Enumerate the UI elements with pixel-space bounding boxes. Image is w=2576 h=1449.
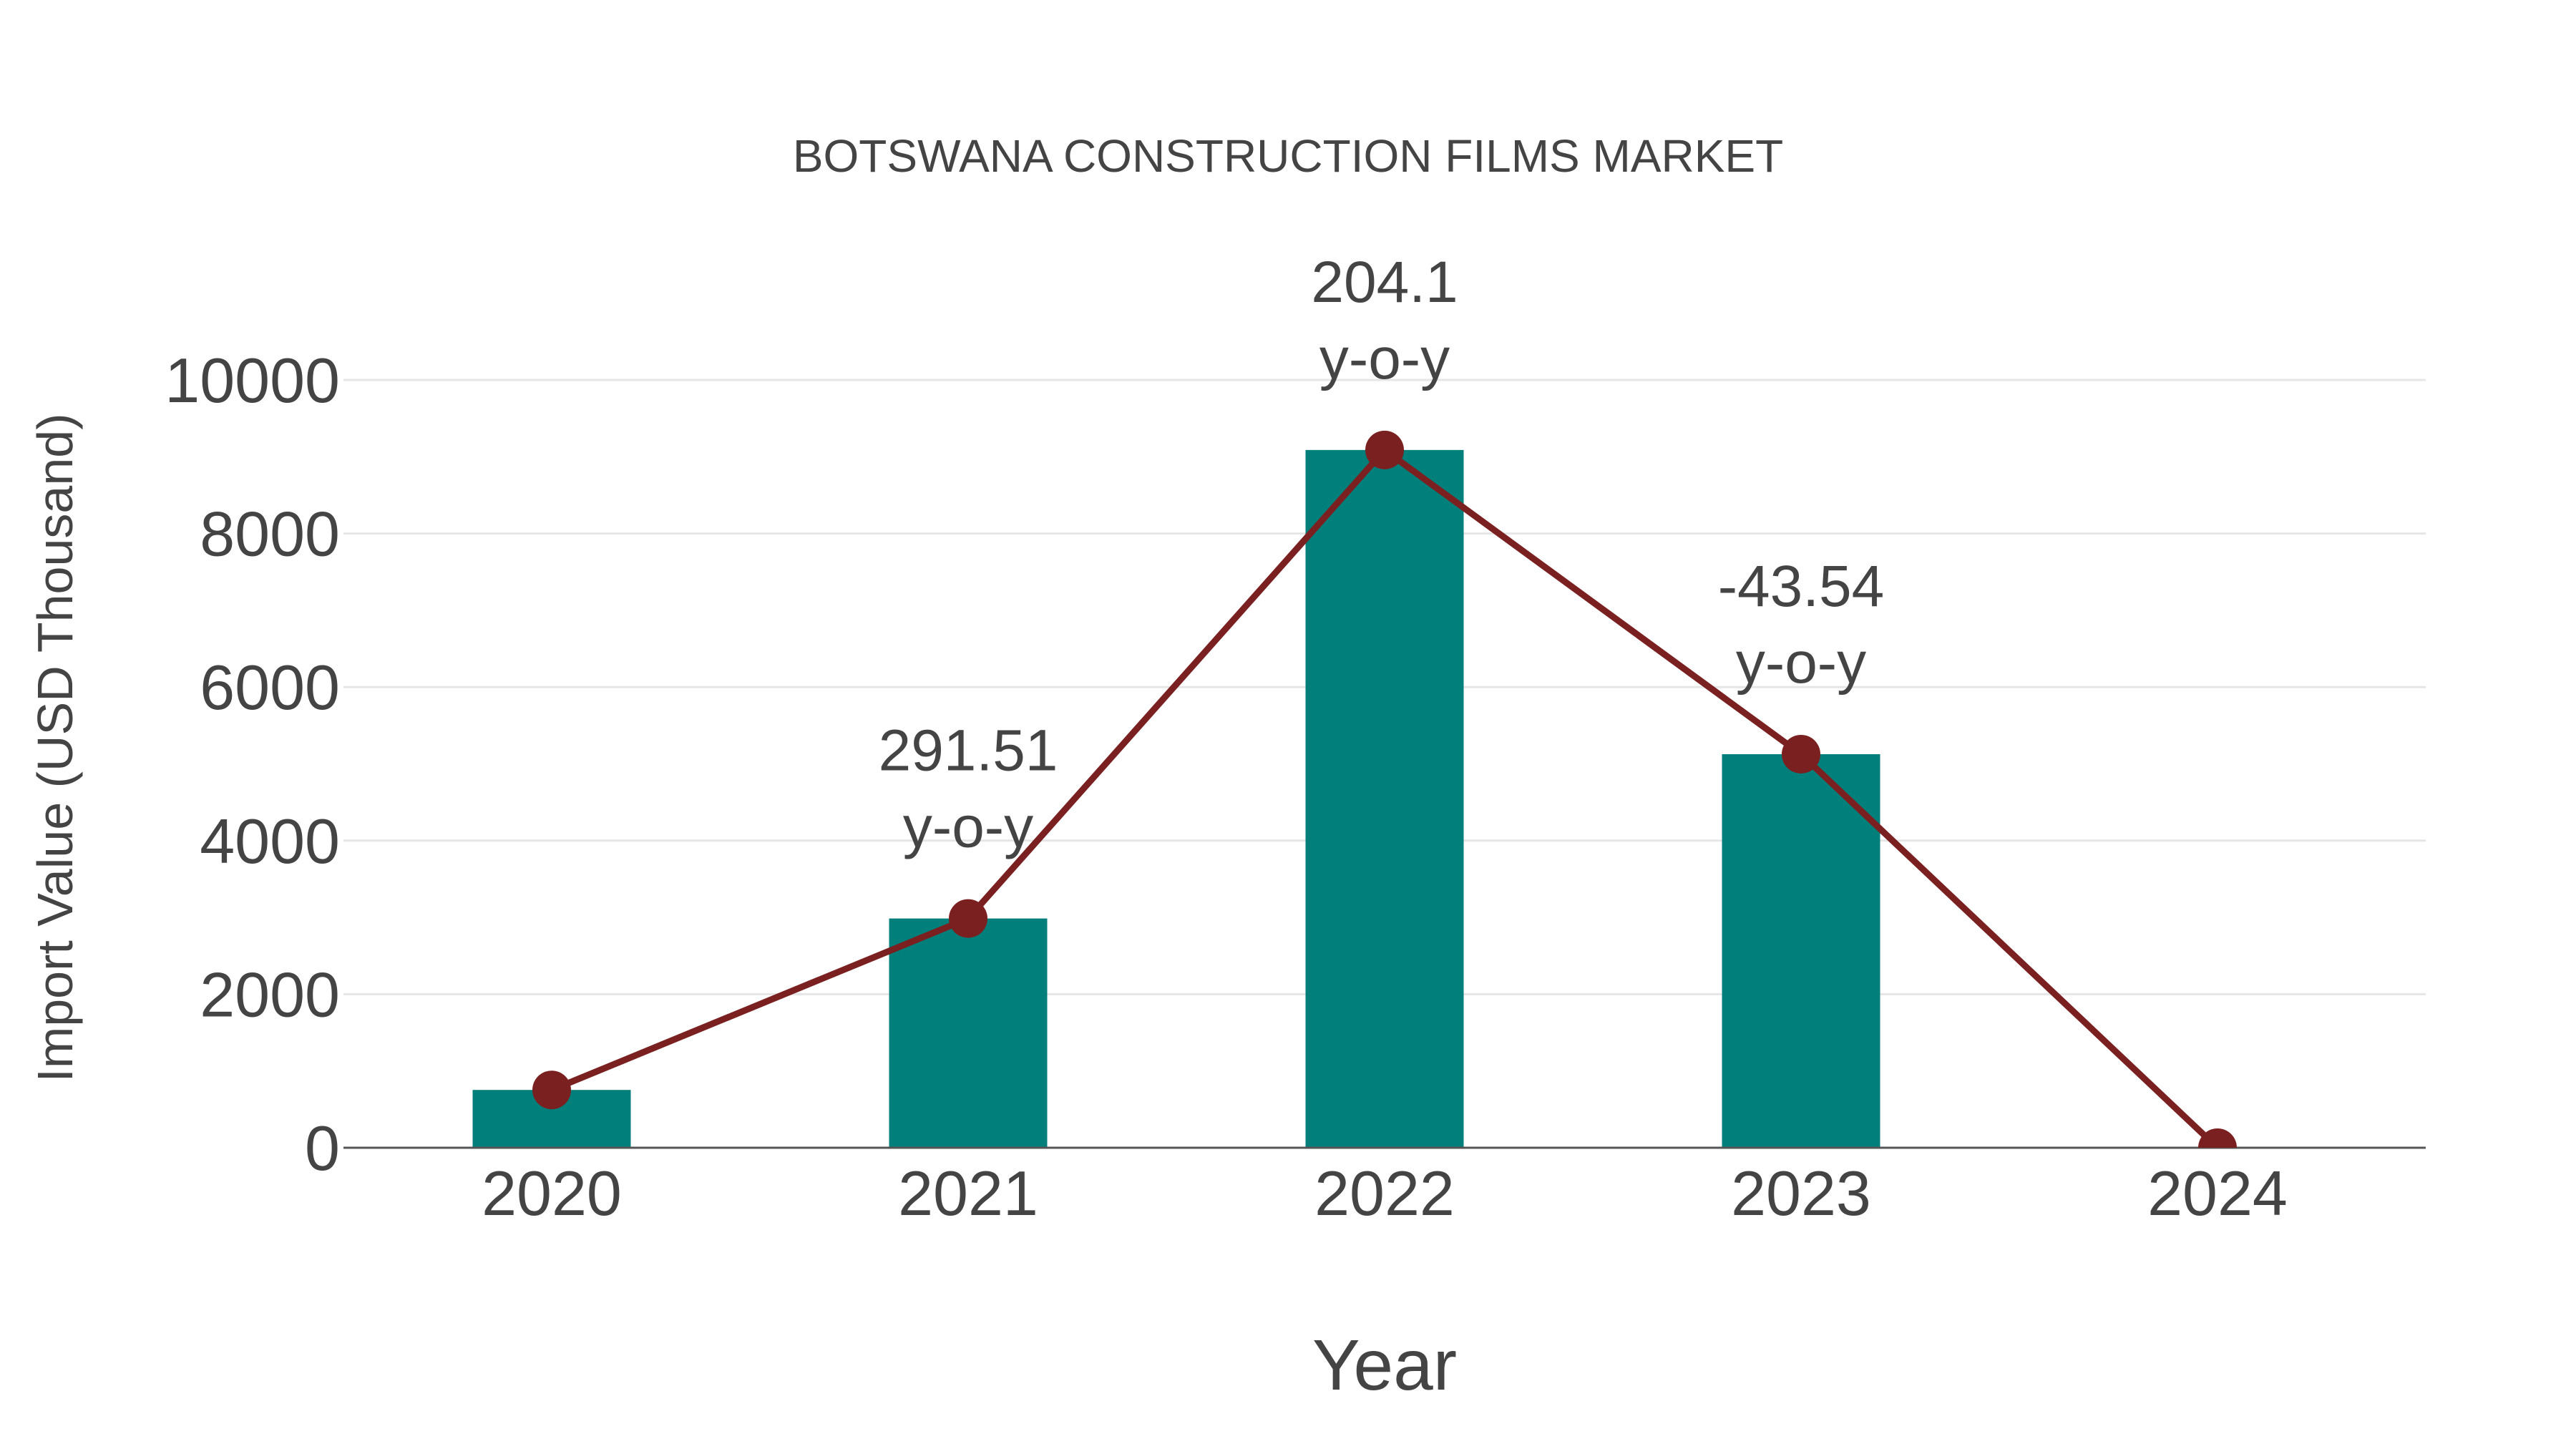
annotation-suffix: y-o-y [903, 795, 1033, 860]
y-tick-label: 4000 [200, 806, 340, 877]
line-marker-2020[interactable] [532, 1070, 571, 1110]
annotation-2023: -43.54 y-o-y [1718, 554, 1885, 696]
x-tick-label: 2024 [2147, 1158, 2288, 1229]
bar-2021[interactable] [889, 918, 1048, 1148]
y-tick-label: 2000 [200, 959, 340, 1030]
bar-2022[interactable] [1305, 449, 1464, 1148]
x-tick-label: 2022 [1314, 1158, 1455, 1229]
x-tick-label: 2023 [1731, 1158, 1871, 1229]
line-marker-2023[interactable] [1782, 734, 1820, 774]
x-tick-label: 2020 [482, 1158, 622, 1229]
y-tick-label: 6000 [200, 652, 340, 723]
x-tick-label: 2021 [898, 1158, 1038, 1229]
bar-2023[interactable] [1722, 753, 1880, 1148]
annotation-2021: 291.51 y-o-y [879, 718, 1058, 860]
yoy-annotations: 291.51 y-o-y 204.1 y-o-y -43.54 y-o-y [879, 250, 1885, 860]
y-axis-ticks: 0 2000 4000 6000 8000 10000 [165, 345, 340, 1184]
y-axis-title: Import Value (USD Thousand) [27, 413, 83, 1082]
y-tick-label: 10000 [165, 345, 340, 416]
y-tick-label: 0 [305, 1113, 340, 1184]
annotation-value: 291.51 [879, 718, 1058, 784]
line-series [532, 430, 2237, 1167]
x-axis-ticks: 2020 2021 2022 2023 2024 [482, 1158, 2288, 1229]
line-marker-2022[interactable] [1365, 430, 1404, 469]
annotation-value: -43.54 [1718, 554, 1885, 619]
annotation-2022: 204.1 y-o-y [1311, 250, 1458, 391]
annotation-suffix: y-o-y [1736, 630, 1866, 696]
annotation-suffix: y-o-y [1319, 326, 1450, 391]
x-axis-title: Year [1312, 1325, 1457, 1405]
annotation-value: 204.1 [1311, 250, 1458, 315]
y-tick-label: 8000 [200, 499, 340, 570]
bars [472, 449, 1880, 1148]
chart-title: BOTSWANA CONSTRUCTION FILMS MARKET [793, 130, 1783, 182]
line-marker-2024[interactable] [2198, 1128, 2237, 1167]
line-marker-2021[interactable] [949, 899, 987, 938]
